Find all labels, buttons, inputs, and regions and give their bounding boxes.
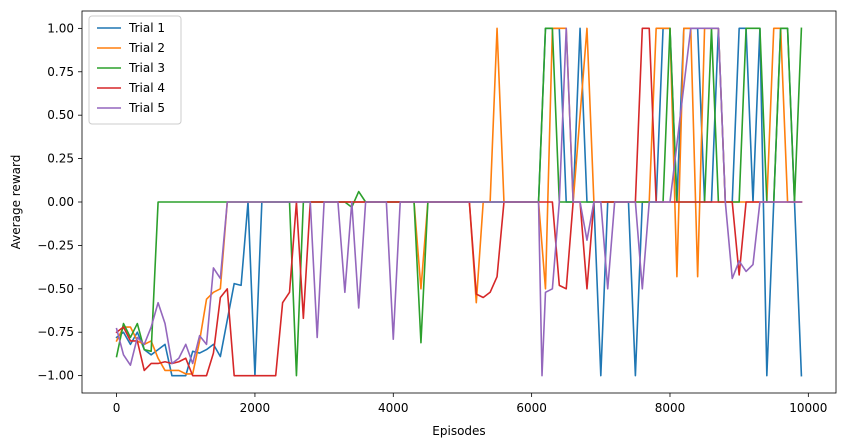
x-tick-label: 2000 <box>240 401 271 415</box>
x-tick-label: 6000 <box>516 401 547 415</box>
legend-label: Trial 1 <box>128 21 165 35</box>
y-tick-label: −0.75 <box>37 325 74 339</box>
y-tick-label: 0.25 <box>47 152 74 166</box>
series-line-trial-2 <box>115 27 803 375</box>
series-line-trial-5 <box>115 27 803 377</box>
series-layer <box>115 27 803 377</box>
y-tick-label: −1.00 <box>37 369 74 383</box>
y-tick-label: 0.50 <box>47 108 74 122</box>
y-axis: −1.00 −0.75 −0.50 −0.25 0.00 0.25 0.50 0.75 1.00 <box>37 21 82 383</box>
legend-box <box>88 15 182 125</box>
y-axis-label: Average reward <box>9 155 23 250</box>
series-line-trial-3 <box>115 27 803 377</box>
x-tick-label: 4000 <box>378 401 409 415</box>
y-tick-label: 0.00 <box>47 195 74 209</box>
legend-label: Trial 5 <box>128 101 165 115</box>
x-axis-label: Episodes <box>432 424 485 438</box>
y-tick-label: −0.50 <box>37 282 74 296</box>
x-tick-label: 10000 <box>789 401 827 415</box>
legend: Trial 1 Trial 2 Trial 3 Trial 4 Trial 5 <box>88 15 182 125</box>
y-tick-label: −0.25 <box>37 238 74 252</box>
y-tick-label: 0.75 <box>47 65 74 79</box>
x-axis: 0 2000 4000 6000 8000 10000 <box>113 393 827 415</box>
x-tick-label: 0 <box>113 401 121 415</box>
y-tick-label: 1.00 <box>47 21 74 35</box>
legend-label: Trial 4 <box>128 81 165 95</box>
legend-label: Trial 2 <box>128 41 165 55</box>
x-tick-label: 8000 <box>655 401 686 415</box>
legend-label: Trial 3 <box>128 61 165 75</box>
